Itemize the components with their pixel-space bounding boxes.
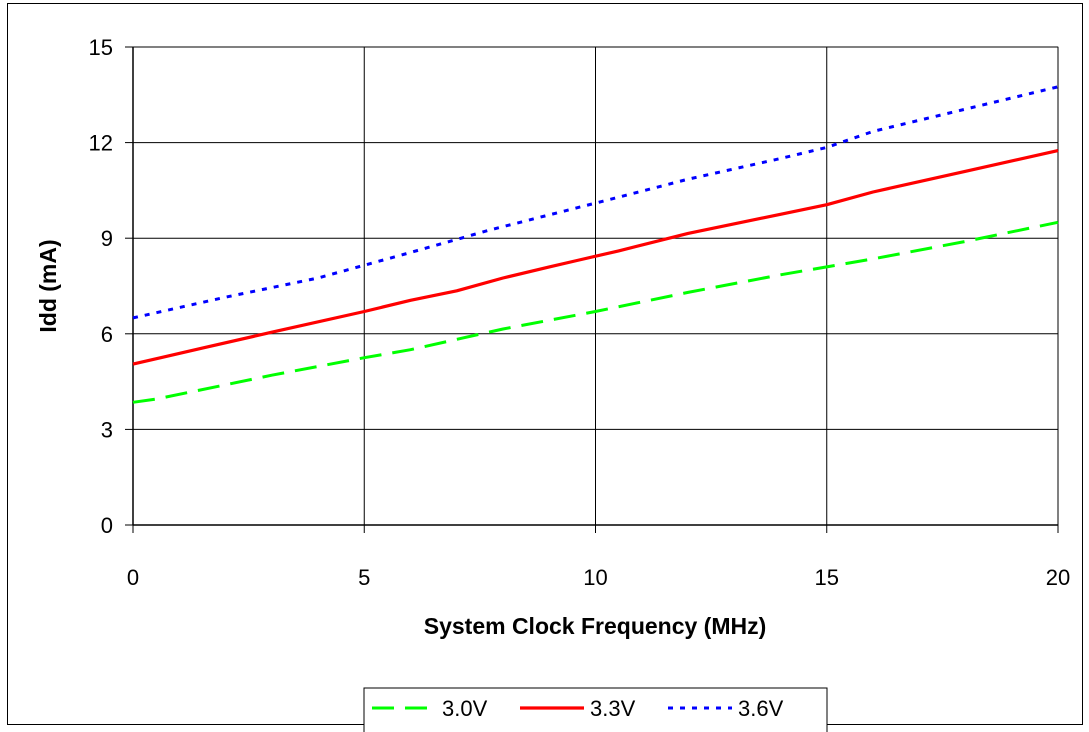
legend-label: 3.0V [442, 696, 488, 721]
y-tick-label: 9 [101, 226, 113, 251]
y-tick-label: 12 [89, 131, 113, 156]
series-layer [132, 85, 1059, 404]
y-tick-label: 15 [89, 35, 113, 60]
x-tick-label: 5 [358, 565, 370, 590]
legend: 3.0V 3.3V 3.6V [363, 687, 828, 732]
x-tick-label: 20 [1046, 565, 1070, 590]
legend-box [363, 687, 828, 732]
tick-labels: 0 3 6 9 12 15 0 5 10 15 20 [89, 35, 1071, 590]
gridlines [133, 46, 1059, 525]
x-tick-label: 10 [583, 565, 607, 590]
legend-label: 3.3V [590, 696, 636, 721]
x-tick-label: 0 [127, 565, 139, 590]
legend-label: 3.6V [738, 696, 784, 721]
x-axis-title: System Clock Frequency (MHz) [424, 613, 767, 639]
y-tick-label: 3 [101, 417, 113, 442]
series-line-3-0v [132, 220, 1059, 404]
x-tick-label: 15 [815, 565, 839, 590]
axes [125, 46, 1059, 533]
y-tick-label: 0 [101, 513, 113, 538]
y-tick-label: 6 [101, 322, 113, 347]
y-axis-title: Idd (mA) [35, 239, 61, 332]
series-line-3-3v [132, 149, 1059, 366]
